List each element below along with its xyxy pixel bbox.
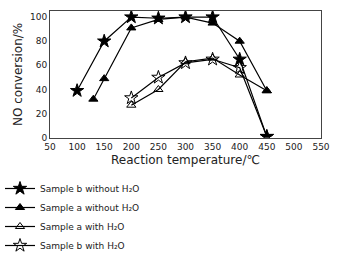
svg-text:400: 400 [231,142,248,152]
svg-text:250: 250 [150,142,167,152]
svg-text:Sample a without H₂O: Sample a without H₂O [40,203,139,213]
svg-text:Reaction temperature/℃: Reaction temperature/℃ [111,153,260,167]
svg-text:40: 40 [36,85,48,95]
svg-text:60: 60 [36,60,48,70]
svg-text:20: 20 [36,109,48,119]
svg-text:Sample a with H₂O: Sample a with H₂O [40,222,124,232]
svg-text:50: 50 [44,142,56,152]
svg-text:Sample b without H₂O: Sample b without H₂O [40,184,139,194]
svg-text:300: 300 [177,142,194,152]
svg-text:550: 550 [312,142,329,152]
svg-text:NO conversion/%: NO conversion/% [11,23,25,126]
svg-text:80: 80 [36,36,48,46]
svg-text:350: 350 [204,142,221,152]
svg-text:100: 100 [69,142,86,152]
svg-text:500: 500 [285,142,302,152]
svg-text:200: 200 [123,142,140,152]
svg-text:150: 150 [96,142,113,152]
svg-text:100: 100 [30,12,47,22]
svg-text:Sample b with H₂O: Sample b with H₂O [40,241,125,251]
svg-text:450: 450 [258,142,275,152]
svg-text:0: 0 [41,133,47,143]
